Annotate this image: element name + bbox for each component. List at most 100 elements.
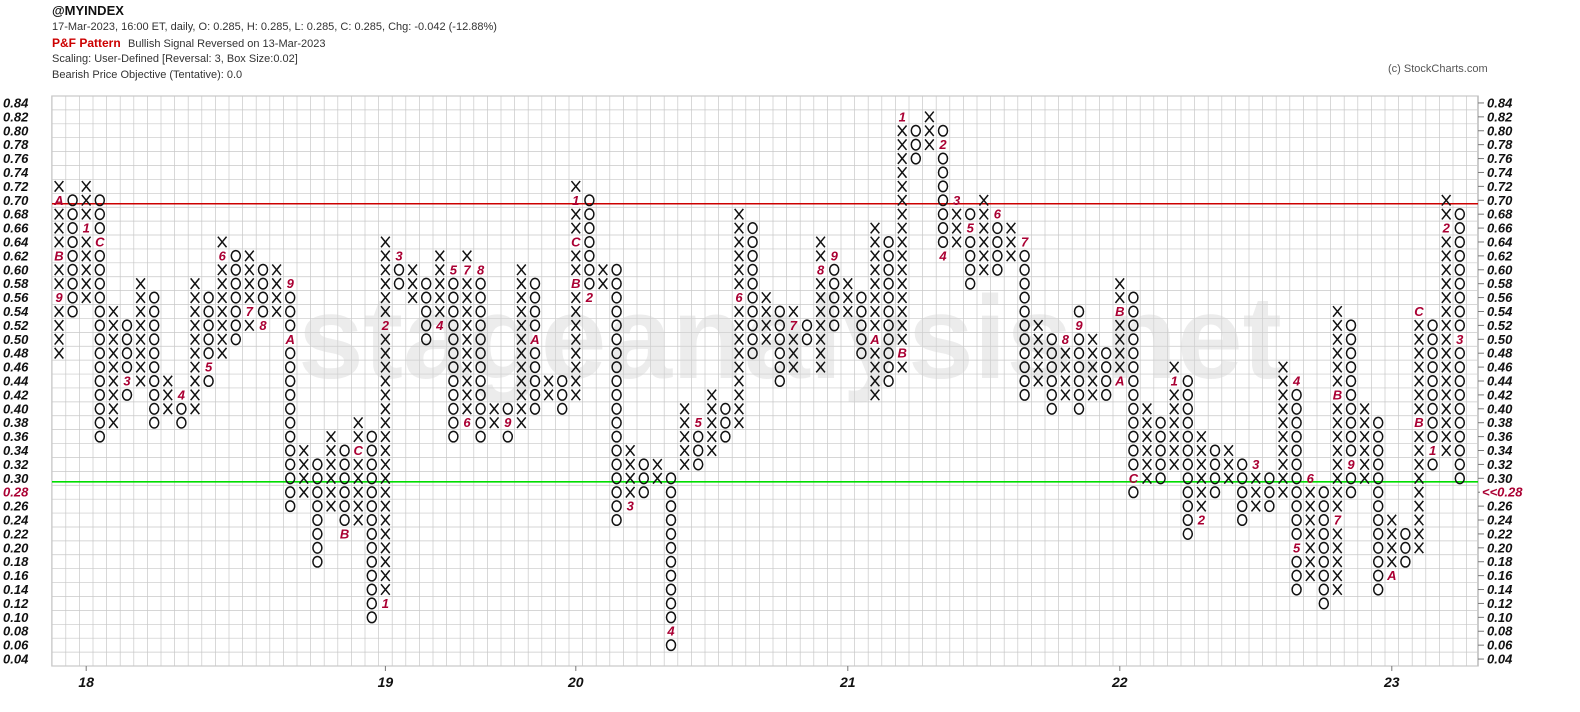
o-box (1291, 402, 1302, 415)
current-price-bg-left (1, 485, 39, 500)
x-box (462, 277, 472, 290)
o-box (1427, 333, 1438, 346)
x-box (516, 403, 527, 415)
x-box (924, 138, 935, 151)
o-box (67, 208, 78, 221)
current-price-bg-right (1480, 485, 1540, 500)
year-axis: 18 19 20 21 22 23 (78, 666, 1400, 690)
o-box (1372, 472, 1384, 485)
year-label: 19 (378, 674, 394, 690)
month-marker: 8 (477, 262, 485, 277)
x-box (1414, 333, 1424, 346)
x-box (1332, 333, 1343, 346)
price-tick-right: 0.44 (1487, 374, 1513, 389)
price-tick-left: 0.84 (3, 95, 29, 110)
x-box (1441, 375, 1452, 387)
x-box (1033, 333, 1044, 346)
price-tick-right: 0.80 (1487, 123, 1513, 138)
x-box (1250, 500, 1261, 512)
month-marker: 3 (123, 374, 131, 389)
o-box (257, 291, 269, 304)
x-box (1332, 569, 1343, 582)
o-box (448, 361, 459, 374)
x-box (734, 361, 744, 373)
x-box (244, 319, 255, 332)
o-box (1128, 444, 1139, 457)
month-marker: A (529, 332, 539, 347)
month-marker: 5 (695, 415, 703, 430)
o-box (665, 500, 677, 513)
x-box (870, 277, 880, 290)
x-box (1414, 430, 1424, 443)
x-box (54, 208, 64, 220)
x-box (870, 361, 880, 373)
current-price-right: <<0.28 (1482, 485, 1523, 500)
x-box (190, 403, 200, 415)
o-box (1100, 347, 1112, 360)
x-box (734, 250, 744, 262)
x-box (1414, 528, 1424, 540)
o-box (1345, 333, 1357, 346)
x-box (1332, 486, 1343, 498)
month-marker: 9 (504, 415, 512, 430)
o-box (475, 277, 486, 290)
x-box (870, 305, 880, 318)
month-marker: 2 (1442, 221, 1451, 236)
o-box (339, 444, 350, 457)
price-tick-right: 0.64 (1487, 234, 1513, 249)
o-box (420, 277, 432, 290)
o-box (1155, 458, 1166, 471)
x-box (1305, 486, 1316, 498)
x-box (1060, 361, 1071, 373)
month-marker: 6 (735, 290, 743, 305)
o-box (1182, 444, 1194, 457)
x-box (842, 305, 853, 318)
month-marker: 4 (666, 624, 675, 639)
x-box (516, 333, 527, 346)
x-box (1087, 361, 1098, 373)
o-box (1128, 361, 1139, 374)
price-tick-left: 0.70 (3, 193, 29, 208)
x-box (1414, 403, 1424, 415)
o-box (1454, 263, 1466, 276)
x-box (1278, 375, 1288, 387)
price-tick-left: 0.56 (3, 290, 29, 305)
o-box (284, 472, 296, 485)
o-box (284, 319, 296, 332)
x-box (1278, 361, 1288, 373)
x-box (1060, 347, 1071, 359)
x-box (190, 347, 200, 359)
o-box (1019, 361, 1030, 374)
o-box (611, 305, 622, 318)
o-box (1155, 416, 1166, 429)
o-box (312, 500, 323, 513)
o-box (828, 263, 840, 276)
o-box (176, 402, 187, 415)
x-box (897, 250, 908, 262)
month-marker: 1 (572, 193, 579, 208)
o-box (937, 208, 949, 221)
price-tick-left: 0.80 (3, 123, 29, 138)
o-box (475, 388, 486, 401)
o-box (1427, 388, 1438, 401)
x-box (1332, 416, 1343, 429)
month-marker: 4 (1292, 374, 1301, 389)
pf-pattern-line: P&F Pattern Bullish Signal Reversed on 1… (52, 36, 326, 50)
x-box (1142, 472, 1152, 485)
o-box (747, 347, 758, 360)
o-box (312, 527, 323, 540)
o-box (1291, 458, 1302, 471)
o-box (1454, 277, 1466, 290)
o-box (448, 277, 459, 290)
o-box (1264, 486, 1275, 499)
o-box (1291, 569, 1302, 582)
o-box (992, 222, 1003, 235)
x-box (81, 277, 92, 290)
o-box (1128, 291, 1139, 304)
current-price-left: 0.28 (3, 485, 29, 500)
o-box (420, 319, 432, 332)
x-box (1060, 389, 1071, 401)
o-box (448, 416, 459, 429)
x-box (135, 375, 146, 387)
o-box (529, 361, 541, 374)
